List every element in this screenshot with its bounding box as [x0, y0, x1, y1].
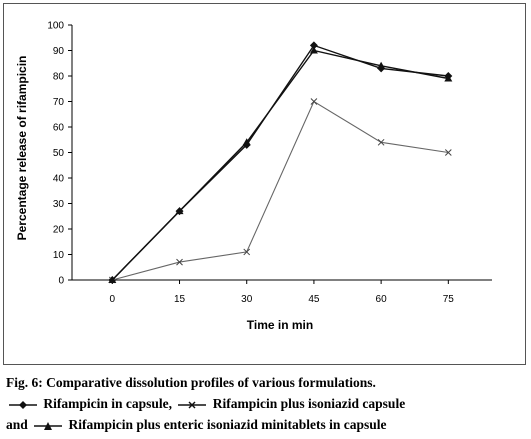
series-group [108, 41, 453, 284]
y-tick-label: 60 [53, 123, 65, 134]
x-tick-label: 15 [174, 294, 186, 305]
y-tick-label: 70 [53, 97, 65, 108]
series-line [111, 44, 449, 281]
caption-and: and [6, 417, 28, 432]
data-point-triangle [377, 61, 386, 69]
data-point-cross [243, 248, 251, 256]
x-tick-label: 30 [241, 294, 253, 305]
data-point-triangle [242, 138, 251, 146]
x-tick-label: 75 [443, 294, 455, 305]
figure-caption: Fig. 6: Comparative dissolution profiles… [6, 372, 528, 435]
y-tick-label: 20 [53, 225, 65, 236]
data-point-diamond [309, 41, 318, 50]
y-tick-label: 50 [53, 148, 65, 159]
data-point-cross [176, 258, 183, 266]
data-point-cross [377, 138, 385, 146]
data-point-cross [310, 98, 318, 105]
x-tick-label: 0 [110, 294, 116, 305]
axes [71, 25, 492, 281]
data-point-triangle [444, 74, 453, 82]
y-tick-label: 40 [53, 174, 65, 185]
legend-swatch-rifampicin-enteric-minitablets [34, 421, 63, 430]
data-point-triangle [309, 46, 318, 54]
y-tick-label: 30 [53, 199, 65, 210]
x-ticks: 0 15 30 45 60 75 [110, 280, 455, 305]
legend-label-rifampicin-capsule: Rifampicin in capsule, [43, 396, 173, 411]
x-axis-title: Time in min [247, 318, 313, 332]
y-tick-label: 80 [53, 72, 65, 83]
y-tick-label: 100 [47, 21, 64, 32]
y-tick-label: 90 [53, 46, 65, 57]
caption-line-1: Fig. 6: Comparative dissolution profiles… [6, 375, 376, 390]
y-tick-label: 0 [58, 276, 64, 287]
series-line [112, 100, 449, 281]
legend-swatch-rifampicin-capsule [9, 400, 37, 409]
y-axis-title: Percentage release of rifampicin [15, 56, 29, 241]
caption-line-2: Rifampicin in capsule, Rifampicin plus i… [6, 393, 528, 414]
x-tick-label: 60 [376, 294, 388, 305]
x-tick-label: 45 [308, 294, 320, 305]
data-point-triangle [108, 276, 117, 283]
legend-label-rifampicin-enteric-minitablets: Rifampicin plus enteric isoniazid minita… [68, 417, 387, 432]
plot-frame [3, 3, 526, 365]
series-line [111, 49, 449, 281]
y-ticks: 0 10 20 30 40 50 60 70 80 90 100 [47, 21, 72, 287]
caption-line-3: and Rifampicin plus enteric isoniazid mi… [6, 414, 528, 435]
data-point-triangle [175, 207, 184, 215]
legend-label-rifampicin-isoniazid-capsule: Rifampicin plus isoniazid capsule [212, 396, 406, 411]
y-tick-label: 10 [53, 250, 65, 261]
line-chart: 0 10 20 30 40 50 60 70 80 90 100 0 15 30 45 60 75 Perce… [15, 21, 492, 332]
data-point-cross [444, 149, 452, 156]
legend-swatch-rifampicin-isoniazid-capsule [178, 401, 207, 409]
